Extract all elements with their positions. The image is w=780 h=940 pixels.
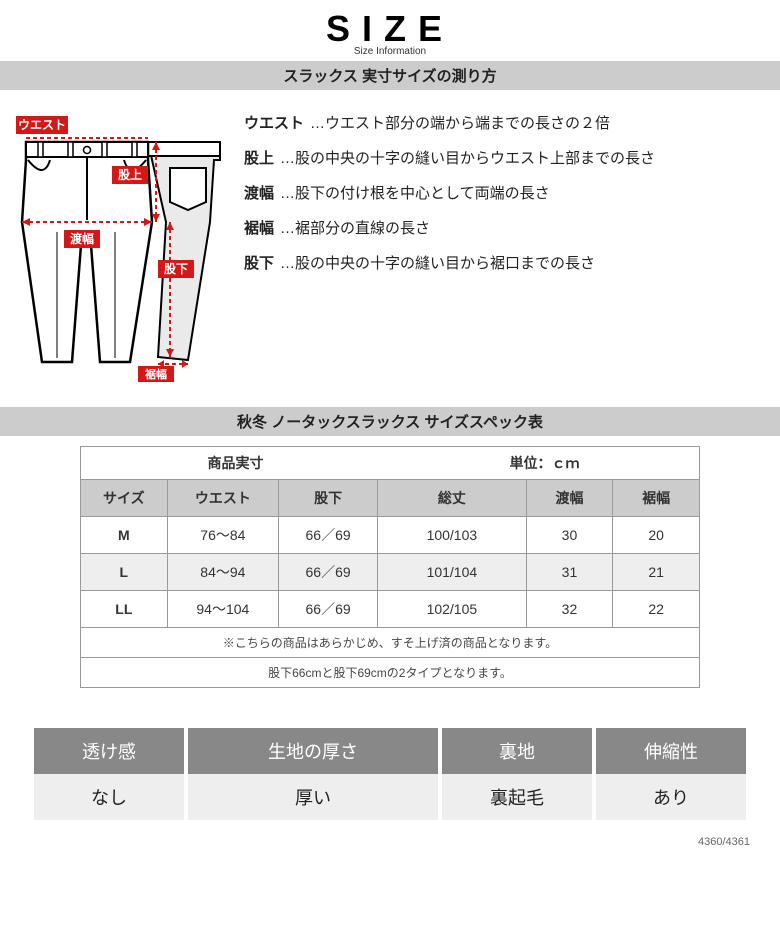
size-subtitle: Size Information [0,46,780,57]
spec-cell: 102/105 [378,591,527,628]
measurement-descriptions: ウエスト …ウエスト部分の端から端までの長さの２倍股上 …股の中央の十字の縫い目から… [224,102,776,387]
pants-diagram: ウエスト 股上 渡幅 股下 裾幅 [4,102,224,387]
spec-cell: 30 [526,517,613,554]
fabric-table-wrap: 透け感生地の厚さ裏地伸縮性 なし厚い裏起毛あり [0,698,780,830]
fabric-value-cell: あり [596,774,746,820]
fabric-value-cell: なし [34,774,184,820]
spec-cell: 94～104 [167,591,278,628]
fabric-table: 透け感生地の厚さ裏地伸縮性 なし厚い裏起毛あり [30,728,750,820]
spec-note-2: 股下66cmと股下69cmの2タイプとなります。 [80,658,700,688]
spec-column-header: 渡幅 [526,480,613,517]
measurement-text: …股下の付け根を中心として両端の長さ [280,185,550,202]
diagram-label-thigh: 渡幅 [70,231,94,246]
spec-cell: LL [81,591,168,628]
diagram-label-waist: ウエスト [18,118,66,132]
fabric-value-cell: 厚い [188,774,438,820]
spec-cell: 66／69 [279,554,378,591]
measurement-text: …股の中央の十字の縫い目から裾口までの長さ [280,255,595,272]
diagram-label-inseam: 股下 [164,261,188,276]
spec-column-header: サイズ [81,480,168,517]
spec-cell: 32 [526,591,613,628]
measurement-term: ウエスト [244,115,304,132]
table-row: L84～9466／69101/1043121 [81,554,700,591]
spec-cell: 20 [613,517,700,554]
spec-section-bar: 秋冬 ノータックスラックス サイズスペック表 [0,407,780,436]
measurement-description: 股下 …股の中央の十字の縫い目から裾口までの長さ [244,252,766,273]
spec-caption-left: 商品実寸 [81,447,390,479]
fabric-header-cell: 透け感 [34,728,184,774]
spec-cell: M [81,517,168,554]
table-row: LL94～10466／69102/1053222 [81,591,700,628]
spec-column-header: 裾幅 [613,480,700,517]
measurement-description: 裾幅 …裾部分の直線の長さ [244,217,766,238]
spec-cell: 31 [526,554,613,591]
fabric-header-cell: 裏地 [442,728,592,774]
measurement-description: 渡幅 …股下の付け根を中心として両端の長さ [244,182,766,203]
diagram-label-rise: 股上 [118,167,142,182]
measurement-term: 裾幅 [244,220,274,237]
spec-cell: 100/103 [378,517,527,554]
diagram-label-hem: 裾幅 [145,367,167,381]
footer-product-code: 4360/4361 [0,830,780,858]
spec-table-wrap: 商品実寸 単位：ｃｍ サイズウエスト股下総丈渡幅裾幅 M76～8466／6910… [0,436,780,698]
fabric-header-cell: 生地の厚さ [188,728,438,774]
spec-note-1: ※こちらの商品はあらかじめ、すそ上げ済の商品となります。 [80,628,700,658]
measure-section: ウエスト 股上 渡幅 股下 裾幅 ウエスト …ウエスト部分の端から端までの長さの２… [0,90,780,407]
table-row: M76～8466／69100/1033020 [81,517,700,554]
size-spec-table: サイズウエスト股下総丈渡幅裾幅 M76～8466／69100/1033020L8… [80,479,700,628]
spec-column-header: ウエスト [167,480,278,517]
spec-cell: 66／69 [279,517,378,554]
fabric-header-cell: 伸縮性 [596,728,746,774]
measurement-term: 渡幅 [244,185,274,202]
size-header: SIZE Size Information [0,0,780,61]
measurement-description: 股上 …股の中央の十字の縫い目からウエスト上部までの長さ [244,147,766,168]
fabric-value-cell: 裏起毛 [442,774,592,820]
spec-cell: 76～84 [167,517,278,554]
spec-column-header: 股下 [279,480,378,517]
measurement-term: 股下 [244,255,274,272]
spec-cell: 22 [613,591,700,628]
spec-cell: L [81,554,168,591]
spec-cell: 101/104 [378,554,527,591]
fabric-value-row: なし厚い裏起毛あり [34,774,746,820]
measurement-description: ウエスト …ウエスト部分の端から端までの長さの２倍 [244,112,766,133]
spec-column-header: 総丈 [378,480,527,517]
spec-cell: 84～94 [167,554,278,591]
spec-cell: 21 [613,554,700,591]
measurement-text: …ウエスト部分の端から端までの長さの２倍 [310,115,610,132]
spec-caption: 商品実寸 単位：ｃｍ [80,446,700,479]
spec-caption-right: 単位：ｃｍ [390,447,699,479]
spec-cell: 66／69 [279,591,378,628]
measurement-text: …股の中央の十字の縫い目からウエスト上部までの長さ [280,150,655,167]
measurement-text: …裾部分の直線の長さ [280,220,430,237]
measurement-term: 股上 [244,150,274,167]
measure-section-bar: スラックス 実寸サイズの測り方 [0,61,780,90]
spec-header-row: サイズウエスト股下総丈渡幅裾幅 [81,480,700,517]
size-title: SIZE [0,8,780,50]
fabric-header-row: 透け感生地の厚さ裏地伸縮性 [34,728,746,774]
